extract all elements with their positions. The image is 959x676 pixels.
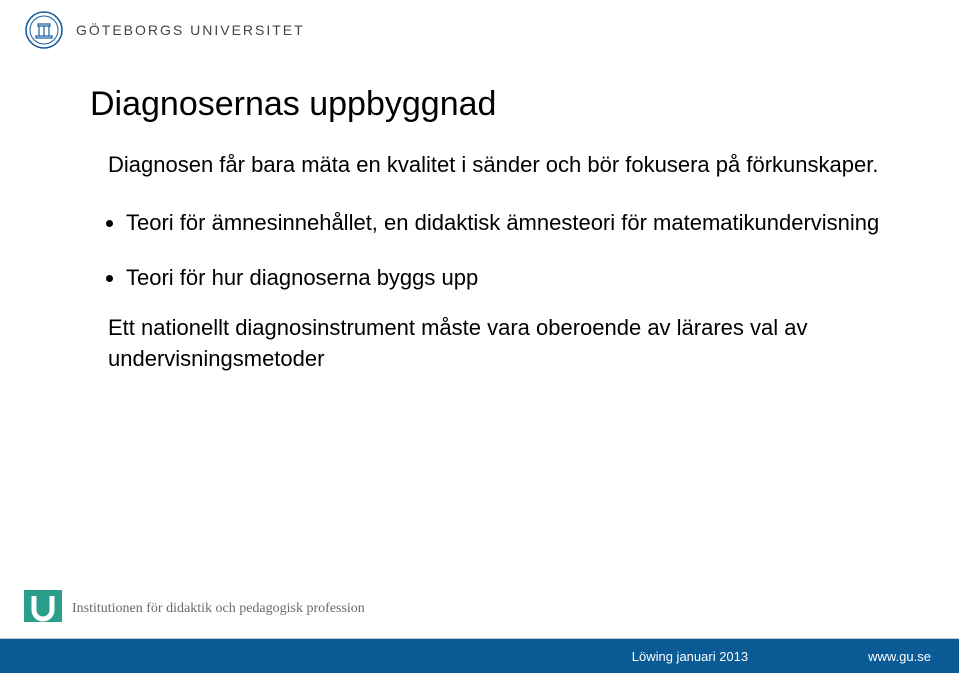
intro-paragraph: Diagnosen får bara mäta en kvalitet i sä…: [108, 150, 899, 180]
bullet-item: Teori för ämnesinnehållet, en didaktisk …: [126, 208, 899, 238]
slide-title: Diagnosernas uppbyggnad: [90, 85, 899, 124]
university-name: GÖTEBORGS UNIVERSITET: [76, 22, 305, 38]
header: GÖTEBORGS UNIVERSITET: [24, 10, 305, 50]
university-seal-icon: [24, 10, 64, 50]
content: Diagnosernas uppbyggnad Diagnosen får ba…: [90, 85, 899, 375]
slide: GÖTEBORGS UNIVERSITET Diagnosernas uppby…: [0, 0, 959, 676]
footer-date: Löwing januari 2013: [632, 649, 748, 664]
footer-top: Institutionen för didaktik och pedagogis…: [0, 580, 959, 638]
footer-url: www.gu.se: [868, 649, 931, 664]
u-mark-icon: [24, 590, 62, 628]
bullet-list: Teori för ämnesinnehållet, en didaktisk …: [126, 208, 899, 293]
footer-bar: Löwing januari 2013 www.gu.se: [0, 639, 959, 673]
trailing-paragraph: Ett nationellt diagnosinstrument måste v…: [108, 313, 899, 375]
footer: Institutionen för didaktik och pedagogis…: [0, 580, 959, 676]
bullet-item: Teori för hur diagnoserna byggs upp: [126, 263, 899, 293]
department-name: Institutionen för didaktik och pedagogis…: [72, 601, 365, 617]
